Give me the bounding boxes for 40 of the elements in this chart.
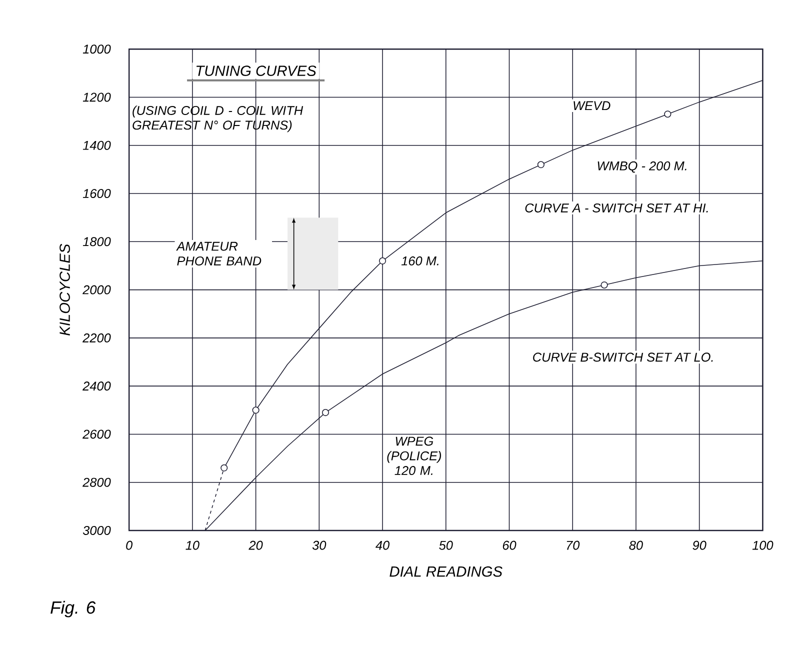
y-tick-label: 1200: [82, 92, 111, 102]
y-tick-label: 2800: [82, 478, 111, 487]
band-label: AMATEUR PHONE BAND: [176, 242, 262, 266]
x-tick-label: 70: [566, 540, 580, 550]
point: [378, 257, 386, 264]
point: [600, 281, 608, 288]
point: [664, 110, 672, 118]
y-axis-title: KILOCYCLES: [60, 244, 70, 336]
y-tick-label: 2400: [82, 381, 111, 390]
x-tick-label: 90: [692, 540, 706, 550]
y-tick-label: 1800: [82, 236, 111, 246]
x-tick-label: 0: [126, 540, 133, 550]
y-tick-label: 2000: [82, 285, 111, 294]
point: [322, 408, 330, 416]
annotation: CURVE A - SWITCH SET AT HI.: [525, 203, 708, 212]
y-tick-label: 1000: [82, 44, 111, 54]
x-tick-label: 20: [248, 540, 263, 550]
x-tick-label: 40: [376, 540, 390, 550]
caption: Fig. 6: [50, 600, 96, 618]
annotation: CURVE B-SWITCH SET AT LO.: [533, 352, 713, 362]
y-tick-label: 1600: [82, 188, 111, 198]
x-tick-label: 100: [752, 540, 774, 550]
annotation: 160 M.: [401, 256, 438, 266]
x-axis-title: DIAL READINGS: [390, 566, 502, 577]
x-tick-label: 80: [629, 540, 643, 550]
annotation: WMBQ - 200 M.: [598, 161, 686, 173]
point: [537, 160, 544, 168]
y-tick-label: 1400: [82, 140, 111, 150]
x-tick-label: 60: [502, 540, 516, 550]
x-tick-label: 10: [186, 540, 200, 550]
annotation: WEVD: [574, 101, 610, 110]
y-tick-label: 2600: [82, 430, 111, 439]
y-tick-label: 3000: [82, 526, 111, 535]
point: [252, 406, 260, 414]
text: TUNING CURVES: [196, 65, 316, 76]
x-tick-label: 30: [312, 540, 326, 550]
x-tick-label: 50: [439, 540, 453, 550]
y-tick-label: 2200: [82, 333, 111, 342]
point: [220, 464, 228, 472]
annotation: WPEG (POLICE) 120 M.: [387, 436, 442, 475]
